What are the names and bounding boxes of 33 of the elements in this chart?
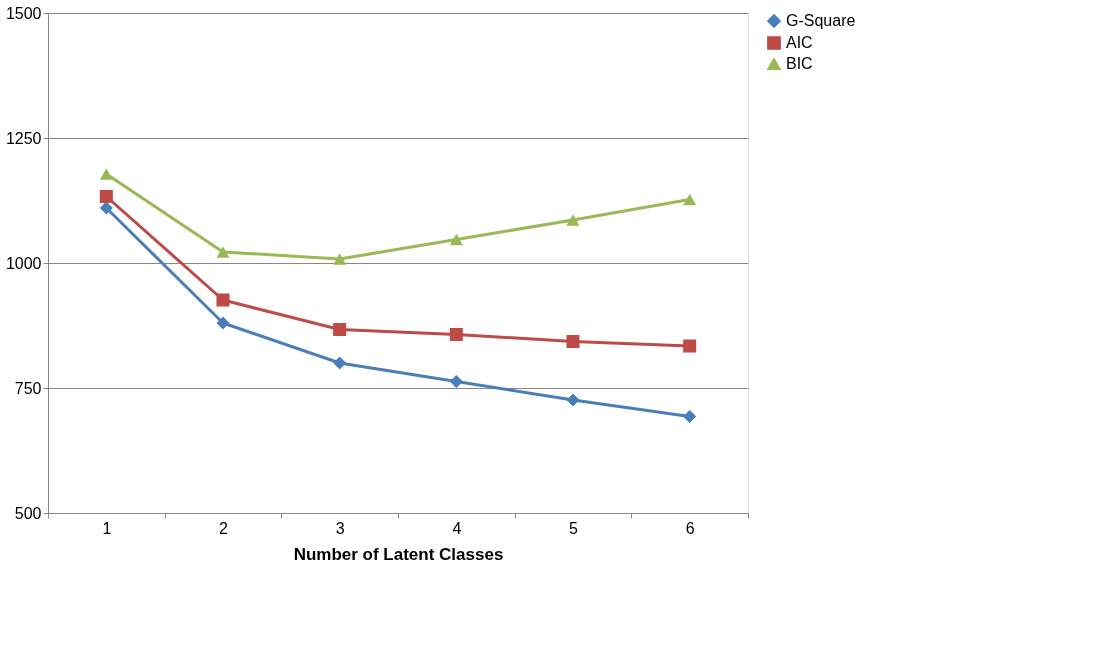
x-tick-label: 1: [102, 519, 112, 537]
point: [683, 339, 697, 353]
y-tick-label: 750: [14, 379, 42, 397]
point: [99, 201, 113, 215]
y-tick-label: 500: [14, 504, 42, 522]
y-tick-label: 1500: [5, 4, 42, 22]
point: [566, 214, 580, 226]
legend-label: AIC: [786, 34, 813, 51]
point: [683, 409, 697, 424]
point: [99, 168, 113, 180]
x-tick-label: 4: [452, 519, 462, 537]
point: [566, 334, 580, 349]
point: [333, 253, 347, 265]
point: [216, 316, 230, 330]
point: [683, 193, 697, 206]
x-tick-label: 2: [219, 519, 229, 537]
x-tick-label: 3: [335, 519, 345, 537]
y-tick-label: 1000: [5, 254, 42, 272]
x-axis-title: Number of Latent Classes: [293, 544, 504, 564]
x-tick-label: 6: [685, 519, 695, 537]
point: [333, 356, 347, 370]
point: [333, 322, 347, 337]
point: [216, 293, 230, 307]
point: [449, 374, 463, 389]
point: [449, 327, 463, 342]
point: [99, 189, 113, 204]
point: [216, 246, 230, 258]
point: [566, 393, 580, 407]
point: [449, 233, 463, 246]
legend-label: G-Square: [786, 12, 856, 29]
legend-label: BIC: [786, 55, 813, 72]
x-tick-label: 5: [569, 519, 579, 537]
y-tick-label: 1250: [5, 129, 42, 147]
